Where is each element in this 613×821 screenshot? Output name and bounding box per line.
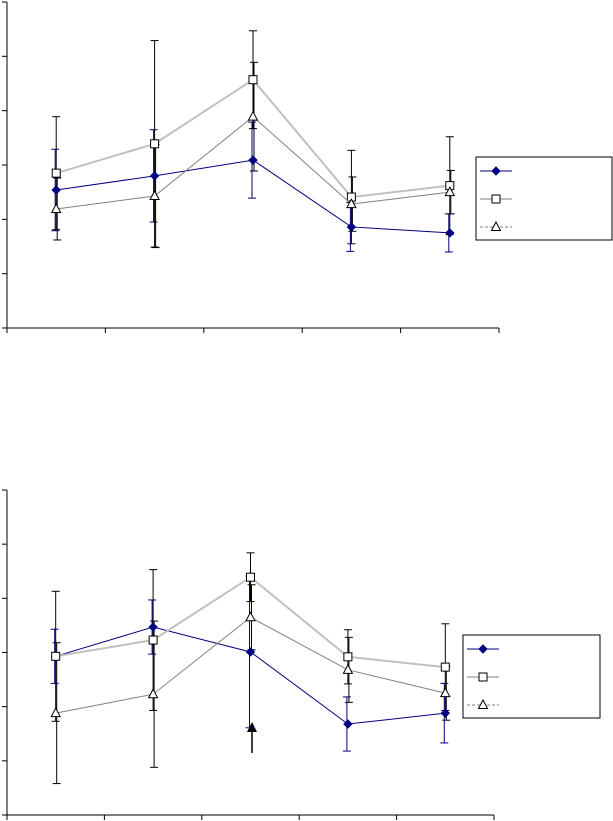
marker: [445, 228, 455, 238]
marker: [343, 652, 353, 662]
marker: [491, 166, 501, 176]
marker: [478, 644, 488, 654]
marker: [490, 220, 502, 231]
marker: [245, 611, 256, 622]
marker: [247, 110, 259, 121]
marker: [478, 672, 488, 682]
marker: [51, 185, 61, 195]
marker: [149, 171, 160, 181]
marker: [346, 198, 357, 209]
marker: [343, 719, 353, 729]
marker: [439, 687, 451, 698]
marker: [50, 707, 62, 718]
marker: [149, 189, 160, 200]
marker: [342, 663, 354, 674]
marker: [346, 222, 357, 232]
marker: [440, 708, 451, 718]
marker: [444, 186, 456, 197]
marker: [246, 572, 255, 582]
marker: [477, 698, 489, 709]
annotation-arrow-head: [247, 722, 257, 732]
series-line: [55, 626, 446, 725]
marker: [150, 139, 160, 149]
marker: [50, 202, 62, 214]
marker: [51, 651, 61, 661]
marker: [148, 635, 158, 645]
marker: [248, 75, 258, 85]
series-line: [55, 616, 446, 714]
marker: [440, 662, 450, 672]
marker: [148, 622, 158, 632]
marker: [491, 194, 501, 204]
marker: [248, 155, 258, 165]
marker: [147, 688, 159, 699]
marker: [245, 647, 256, 657]
marker: [51, 168, 61, 178]
